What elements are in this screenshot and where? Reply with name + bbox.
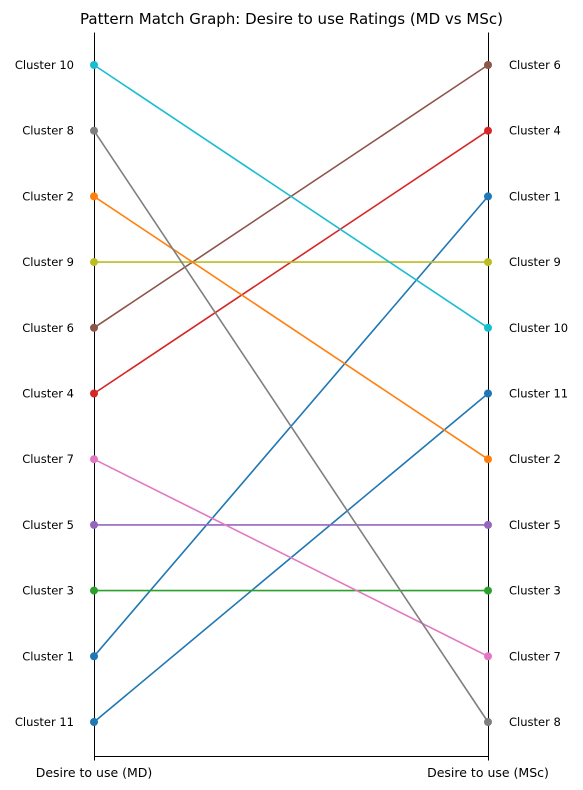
series-point-cluster-2-left [90, 192, 98, 201]
series-point-cluster-7-left [90, 455, 98, 464]
series-point-cluster-5-left [90, 520, 98, 529]
series-point-cluster-2-right [484, 455, 492, 464]
series-point-cluster-10-right [484, 323, 492, 332]
series-point-cluster-7-right [484, 652, 492, 661]
right-rank-label: Cluster 2 [509, 452, 561, 466]
left-rank-label: Cluster 10 [15, 58, 74, 72]
series-point-cluster-11-left [90, 718, 98, 726]
right-rank-label: Cluster 8 [509, 715, 561, 729]
left-rank-label: Cluster 1 [22, 649, 74, 663]
right-rank-label: Cluster 10 [509, 321, 568, 335]
series-line-cluster-8 [93, 130, 489, 723]
left-rank-label: Cluster 6 [22, 321, 74, 335]
right-rank-label: Cluster 9 [509, 255, 561, 269]
labels-layer: Cluster 10 Cluster 8 Cluster 2 Cluster 9 Clu… [15, 58, 568, 729]
right-rank-label: Cluster 3 [509, 584, 561, 598]
series-point-cluster-9-left [90, 258, 98, 267]
left-rank-label: Cluster 2 [22, 189, 74, 203]
right-rank-label: Cluster 11 [509, 387, 568, 401]
right-rank-label: Cluster 1 [509, 189, 561, 203]
right-rank-label: Cluster 5 [509, 518, 561, 532]
series-line-cluster-10 [93, 64, 489, 329]
series-point-cluster-9-right [484, 258, 492, 267]
series-line-cluster-7 [93, 458, 489, 658]
series-layer [90, 61, 492, 726]
series-point-cluster-6-right [484, 61, 492, 69]
left-rank-label: Cluster 11 [15, 715, 74, 729]
left-rank-label: Cluster 4 [22, 387, 74, 401]
series-point-cluster-4-left [90, 389, 98, 398]
right-rank-label: Cluster 6 [509, 58, 561, 72]
series-point-cluster-1-right [484, 192, 492, 201]
right-rank-label: Cluster 7 [509, 649, 561, 663]
series-point-cluster-3-right [484, 586, 492, 595]
series-point-cluster-11-right [484, 389, 492, 398]
left-rank-label: Cluster 7 [22, 452, 74, 466]
series-point-cluster-4-right [484, 126, 492, 135]
x-tick-label-md: Desire to use (MD) [36, 765, 153, 780]
series-point-cluster-8-left [90, 126, 98, 135]
series-point-cluster-5-right [484, 520, 492, 529]
left-rank-label: Cluster 3 [22, 584, 74, 598]
left-rank-label: Cluster 9 [22, 255, 74, 269]
series-point-cluster-6-left [90, 323, 98, 332]
chart-title: Pattern Match Graph: Desire to use Ratin… [80, 10, 503, 28]
series-point-cluster-10-left [90, 61, 98, 69]
series-line-cluster-2 [93, 195, 489, 460]
left-rank-label: Cluster 8 [22, 124, 74, 138]
plot-frame [94, 32, 489, 761]
left-rank-label: Cluster 5 [22, 518, 74, 532]
series-point-cluster-3-left [90, 586, 98, 595]
right-rank-label: Cluster 4 [509, 124, 561, 138]
series-point-cluster-8-right [484, 718, 492, 726]
x-tick-label-msc: Desire to use (MSc) [427, 765, 549, 780]
series-point-cluster-1-left [90, 652, 98, 661]
